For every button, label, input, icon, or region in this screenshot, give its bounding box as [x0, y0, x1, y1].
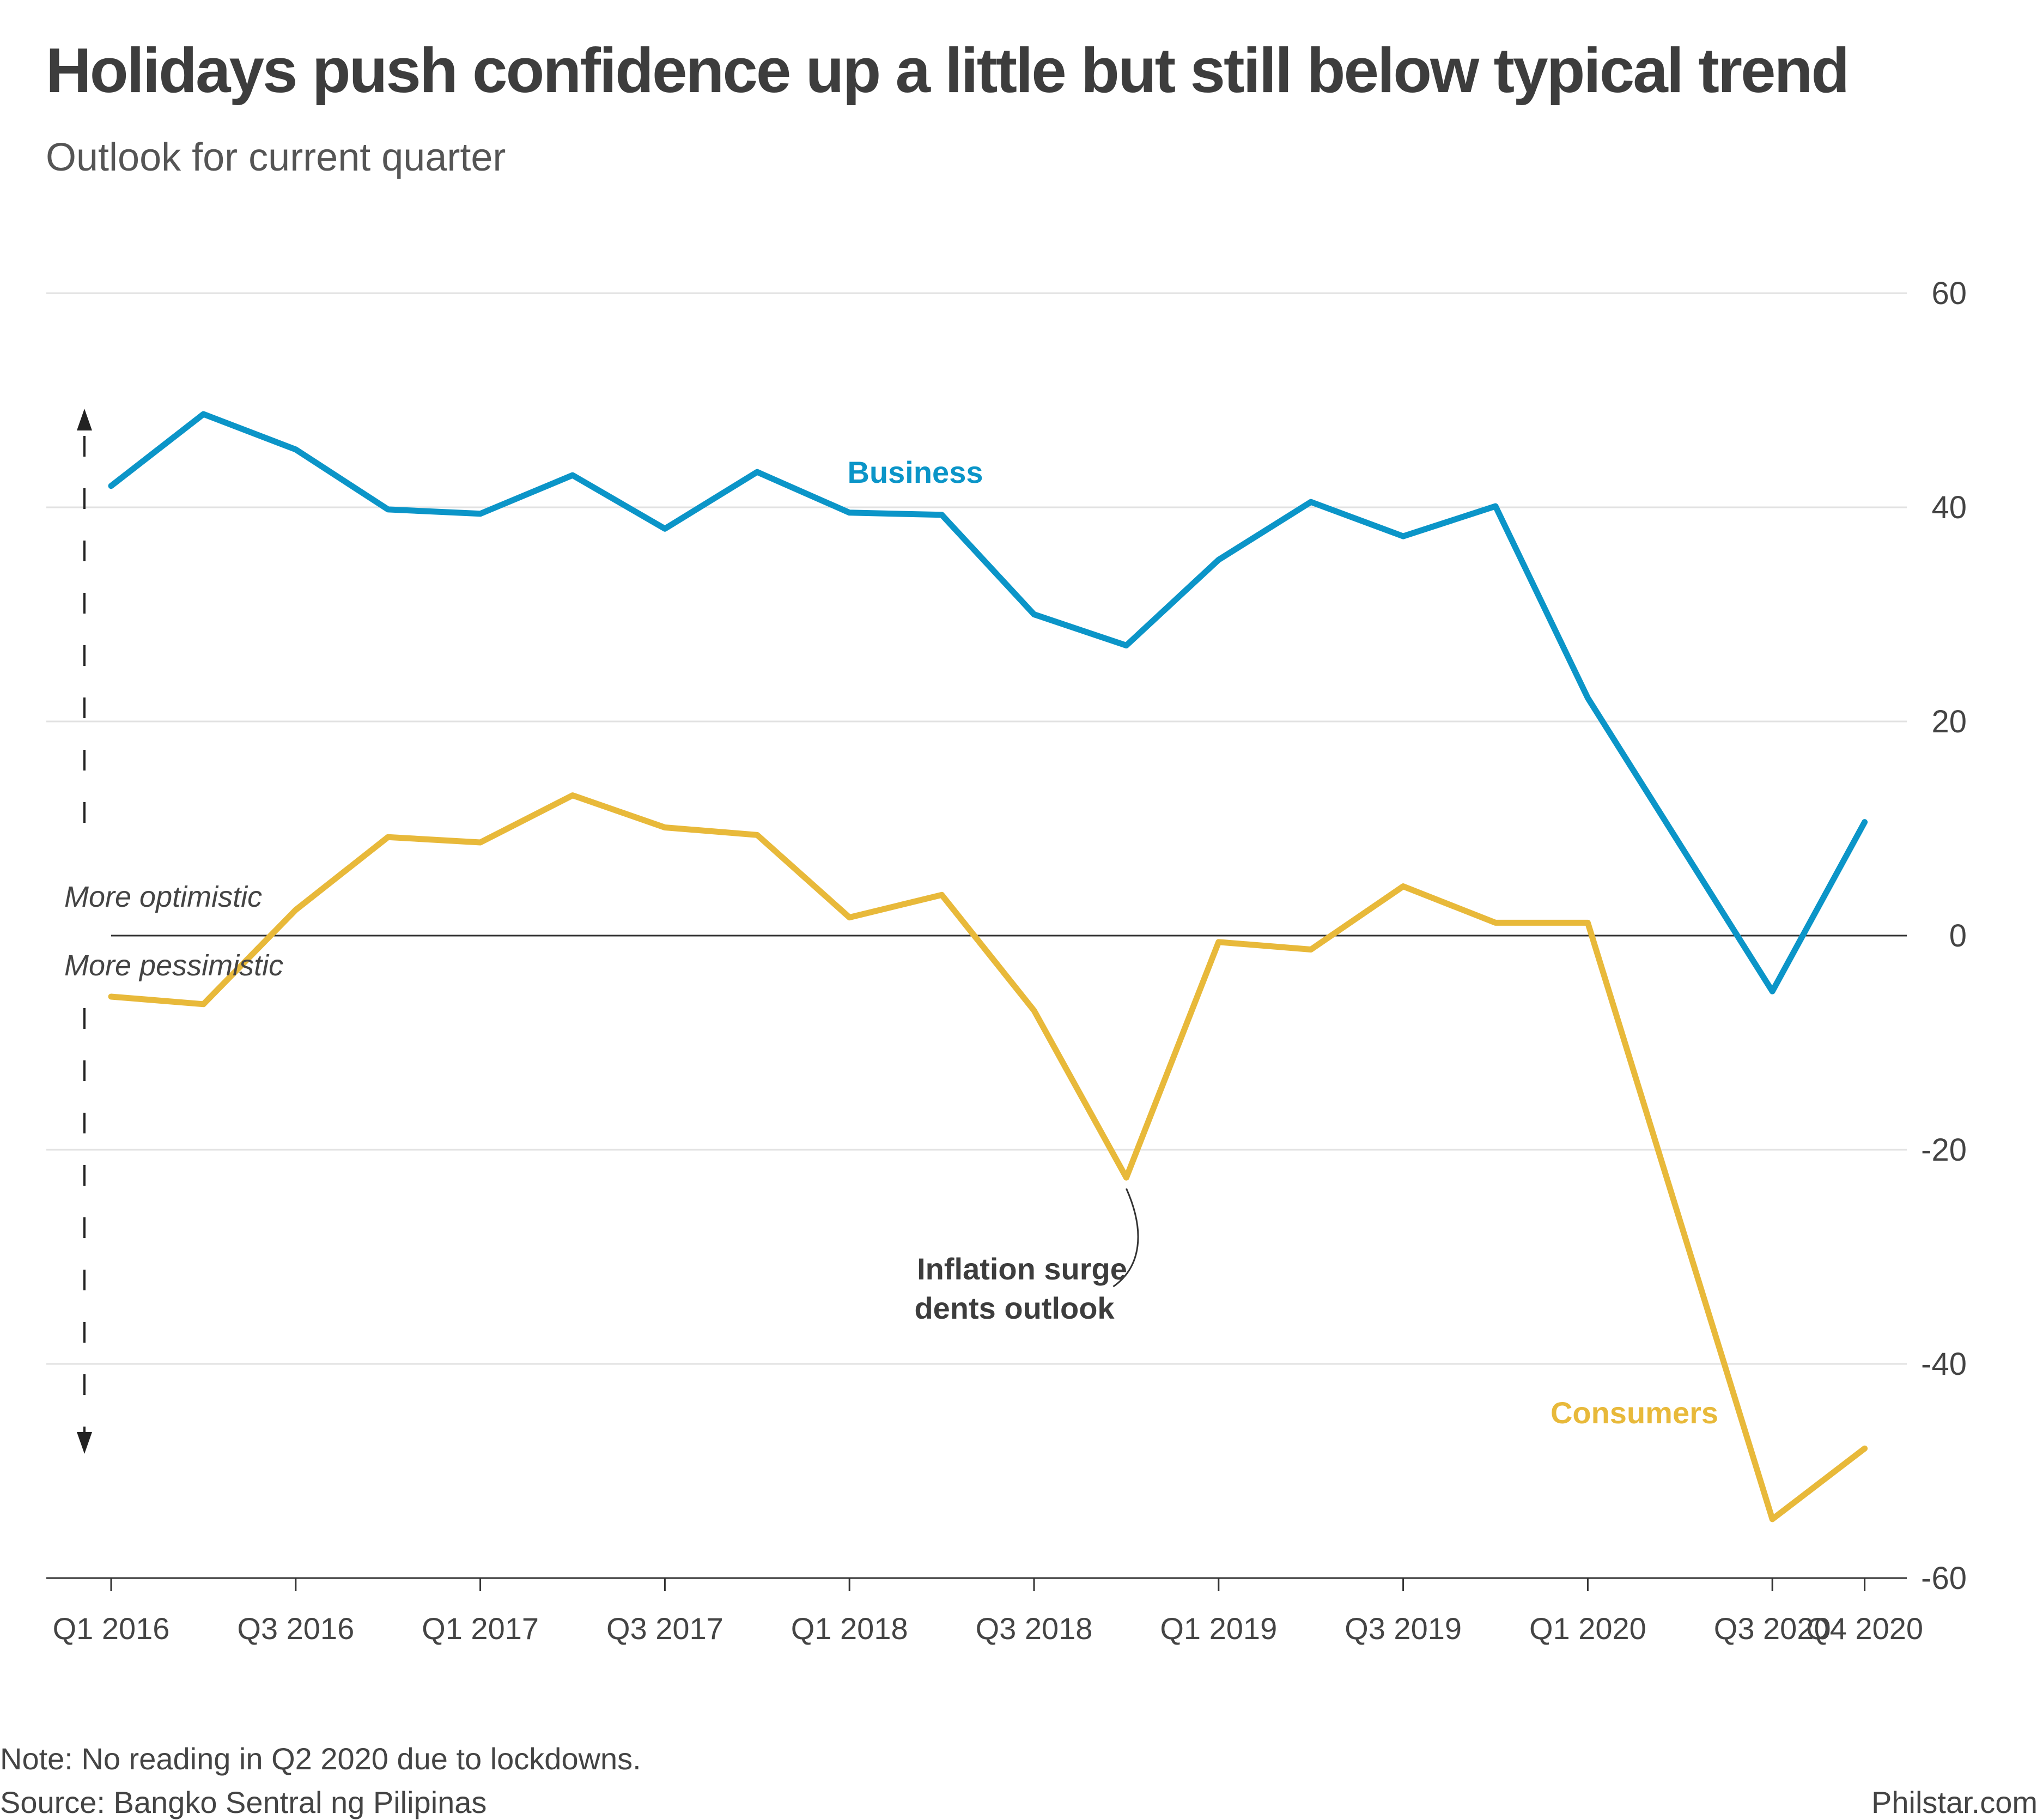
- x-tick-label: Q1 2020: [1529, 1611, 1646, 1646]
- y-tick-label: 0: [1949, 918, 1967, 954]
- y-tick-label: 60: [1931, 276, 1967, 311]
- x-tick-label: Q3 2017: [606, 1611, 723, 1646]
- y-tick-label: 20: [1931, 704, 1967, 739]
- x-tick-label: Q1 2019: [1160, 1611, 1277, 1646]
- brand-credit: Philstar.com: [1871, 1785, 2038, 1819]
- annotations: More optimistic More pessimistic Business C…: [64, 455, 1718, 1430]
- x-axis: Q1 2016 Q3 2016 Q1 2017 Q3 2017 Q1 2018 Q3 20…: [53, 1578, 1923, 1646]
- x-tick-label: Q3 2019: [1345, 1611, 1462, 1646]
- x-tick-label: Q1 2018: [791, 1611, 908, 1646]
- sentiment-indicator: [77, 409, 92, 1454]
- more-optimistic-label: More optimistic: [64, 881, 262, 913]
- chart-subtitle: Outlook for current quarter: [46, 136, 506, 179]
- chart-title: Holidays push confidence up a little but…: [46, 35, 1850, 106]
- x-tick-label: Q3 2018: [976, 1611, 1093, 1646]
- x-tick-label: Q4 2020: [1806, 1611, 1923, 1646]
- x-tick-label: Q1 2016: [53, 1611, 170, 1646]
- up-arrow-icon: [77, 409, 92, 430]
- source-credit: Source: Bangko Sentral ng Pilipinas: [0, 1785, 487, 1819]
- y-axis-ticks: 60 40 20 0 -20 -40 -60: [1921, 276, 1967, 1596]
- more-pessimistic-label: More pessimistic: [64, 949, 283, 982]
- inflation-callout-line1: Inflation surge: [917, 1252, 1127, 1286]
- y-tick-label: 40: [1931, 490, 1967, 525]
- series-lines: [108, 411, 1868, 1522]
- footnote: Note: No reading in Q2 2020 due to lockd…: [0, 1742, 641, 1776]
- y-tick-label: -20: [1921, 1132, 1967, 1168]
- series-line-business: [108, 411, 1868, 994]
- series-label-business: Business: [848, 455, 983, 489]
- gridlines: [46, 292, 1907, 1579]
- y-tick-label: -60: [1921, 1561, 1967, 1596]
- inflation-callout-line2: dents outlook: [914, 1291, 1115, 1325]
- series-label-consumers: Consumers: [1551, 1396, 1718, 1430]
- down-arrow-icon: [77, 1432, 92, 1454]
- callout-leader-line: [1112, 1188, 1139, 1288]
- series-line-consumers: [108, 792, 1868, 1522]
- x-tick-label: Q1 2017: [422, 1611, 539, 1646]
- x-tick-label: Q3 2020: [1714, 1611, 1831, 1646]
- x-tick-label: Q3 2016: [237, 1611, 354, 1646]
- y-tick-label: -40: [1921, 1346, 1967, 1382]
